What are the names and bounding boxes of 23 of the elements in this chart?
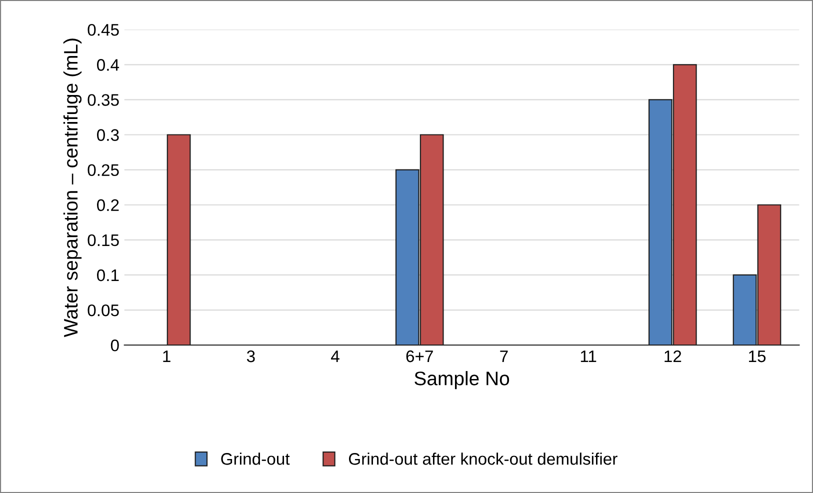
x-tick-label: 4 — [331, 350, 340, 362]
y-tick-label: 0.05 — [88, 304, 119, 316]
y-tick-label: 0.3 — [97, 129, 119, 141]
legend-label: Grind-out after knock-out demulsifier — [348, 452, 618, 465]
y-tick-label: 0 — [110, 340, 119, 352]
x-tick-label: 15 — [749, 350, 766, 362]
y-tick-label: 0.4 — [97, 59, 120, 71]
y-tick-label: 0.15 — [88, 234, 119, 246]
x-tick-label: 6+7 — [406, 350, 433, 362]
y-axis-title: Water separation – centrifuge (mL) — [63, 38, 82, 338]
y-tick-label: 0.1 — [97, 269, 119, 282]
y-tick-label: 0.25 — [88, 164, 119, 176]
x-tick-label: 7 — [500, 350, 508, 362]
y-tick-label: 0.2 — [97, 199, 119, 212]
x-tick-label: 11 — [580, 350, 596, 362]
x-tick-label: 12 — [664, 350, 682, 362]
bar — [166, 134, 191, 346]
y-tick-label: 0.35 — [88, 94, 119, 106]
legend-label: Grind-out — [221, 452, 290, 465]
x-tick-label: 1 — [163, 350, 170, 362]
x-axis-title: Sample No — [414, 371, 510, 390]
x-tick-label: 3 — [246, 350, 255, 362]
y-tick-label: 0.45 — [88, 24, 119, 36]
